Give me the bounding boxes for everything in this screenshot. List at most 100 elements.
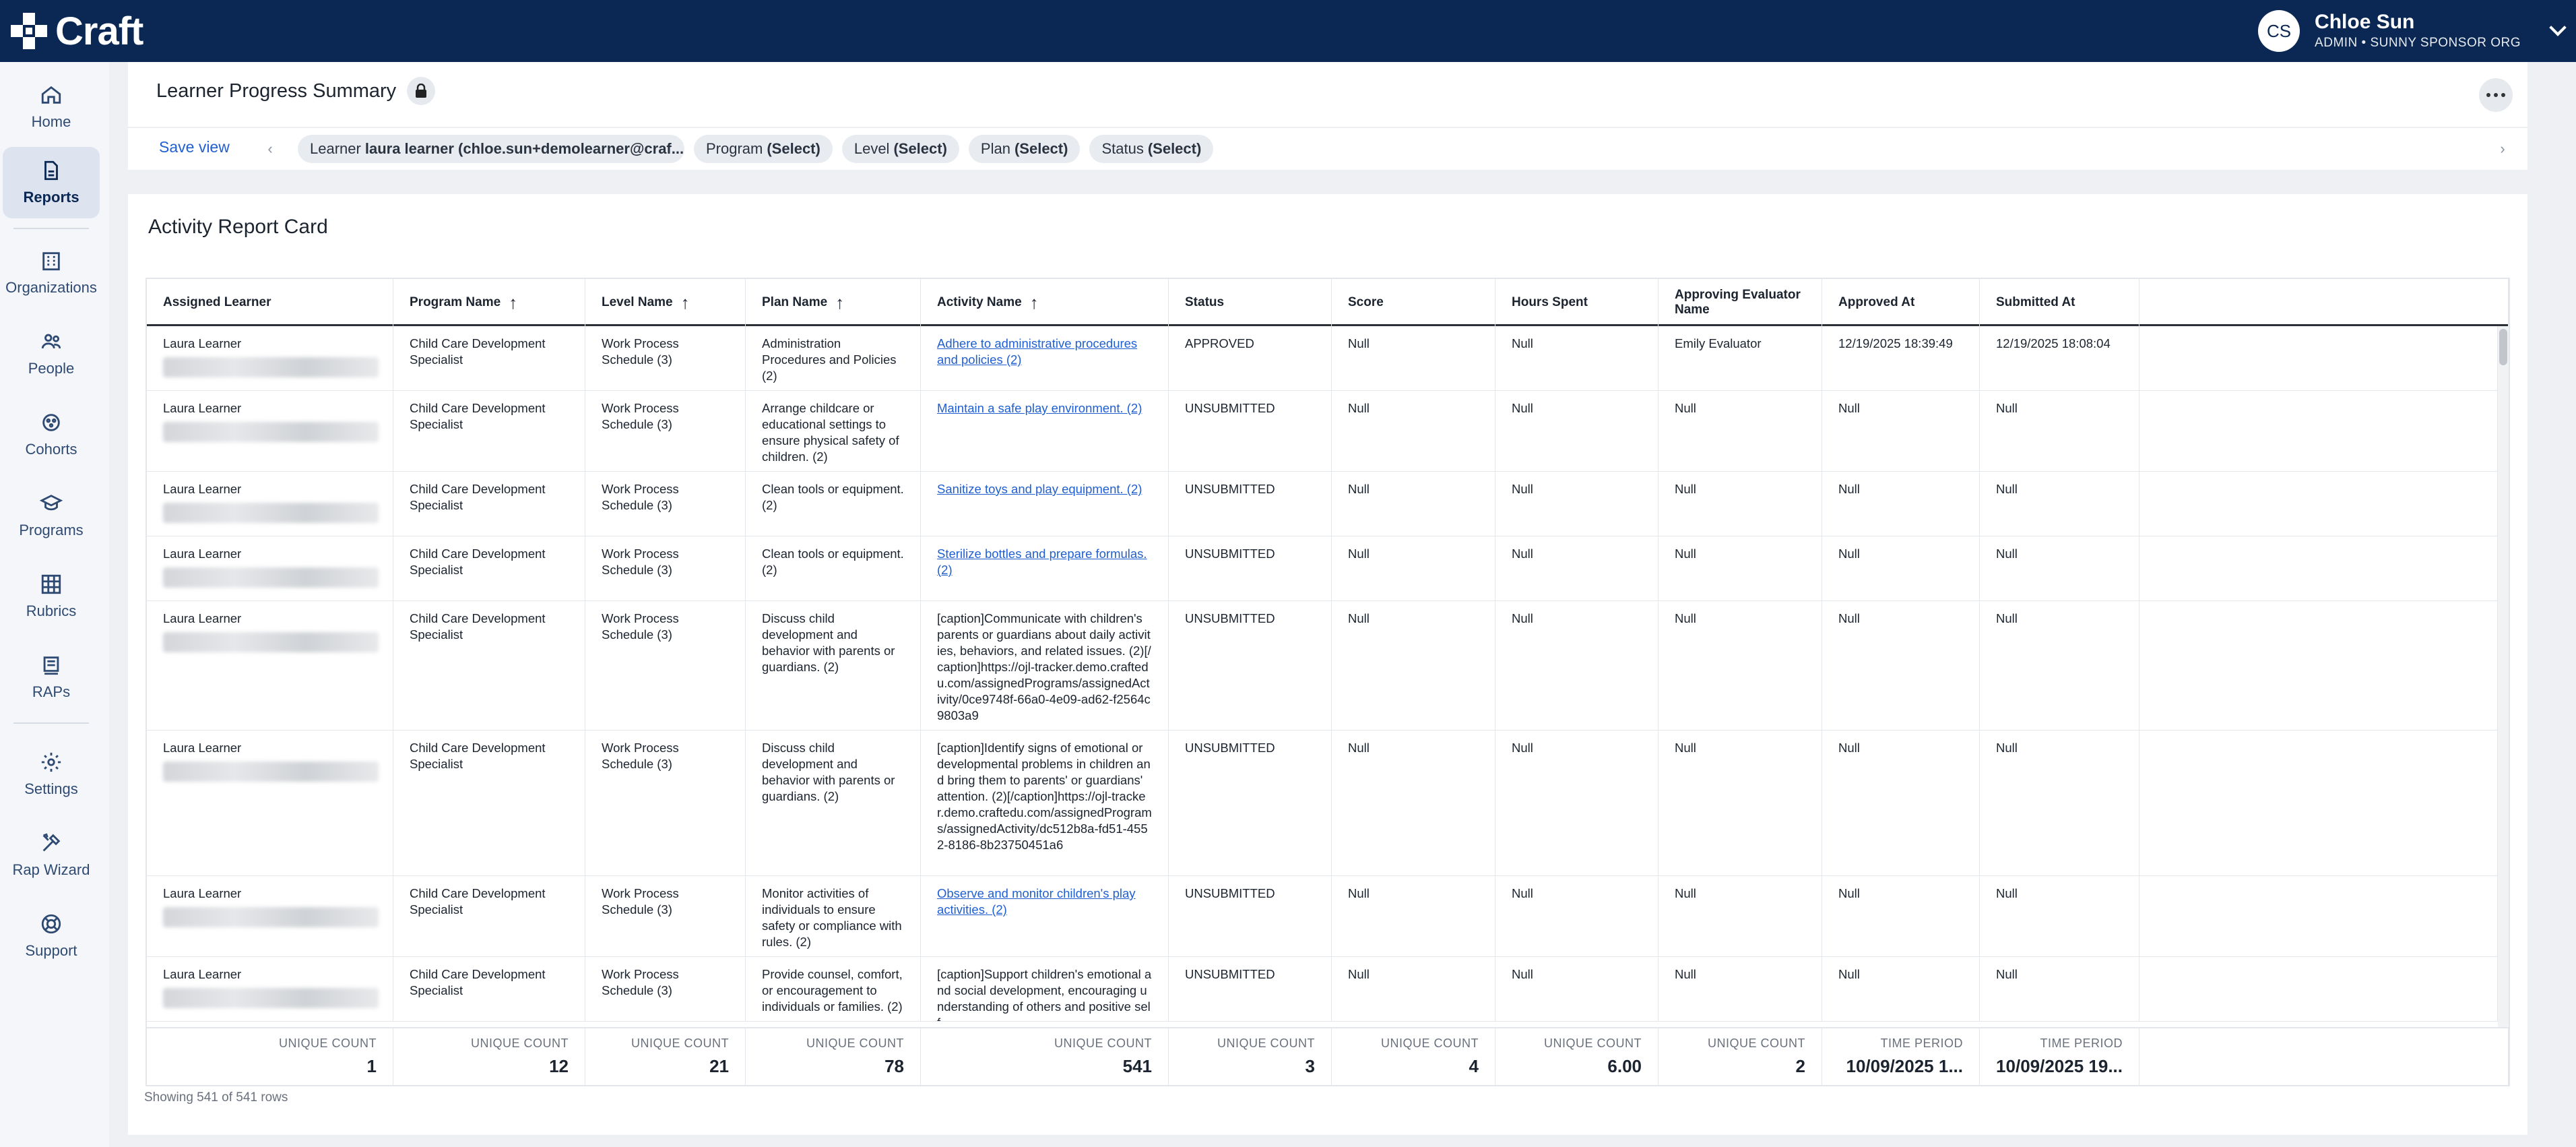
column-header[interactable]: Level Name ↑: [585, 279, 746, 326]
table-row[interactable]: Laura Learner Child Care Development Spec…: [147, 957, 2498, 1022]
activity-link[interactable]: Maintain a safe play environment. (2): [937, 401, 1142, 415]
activity-link[interactable]: Adhere to administrative procedures and …: [937, 336, 1138, 367]
column-header-label: Submitted At: [1996, 295, 2075, 309]
craft-logo[interactable]: Craft: [9, 9, 143, 53]
table-cell-plan: Provide counsel, comfort, or encourageme…: [746, 957, 921, 1021]
table-row[interactable]: Laura Learner Child Care Development Spec…: [147, 536, 2498, 601]
table-cell-level: Work Process Schedule (3): [585, 601, 746, 730]
vertical-scrollbar[interactable]: [2498, 326, 2509, 1027]
table-cell-score: Null: [1332, 957, 1495, 1021]
document-icon: [43, 656, 59, 675]
column-header-label: Level Name: [602, 295, 673, 309]
table-cell-status: UNSUBMITTED: [1169, 876, 1332, 956]
cell-text: UNSUBMITTED: [1185, 967, 1275, 981]
column-header[interactable]: Hours Spent: [1495, 279, 1659, 326]
chevron-left-icon[interactable]: ‹: [267, 140, 273, 157]
table-cell-approved: Null: [1822, 876, 1980, 956]
chevron-right-icon[interactable]: ›: [2500, 140, 2505, 157]
table-cell-score: Null: [1332, 472, 1495, 536]
table-cell-evaluator: Null: [1659, 472, 1822, 536]
column-header[interactable]: Approved At: [1822, 279, 1980, 326]
sidebar-item-label: Home: [31, 113, 71, 130]
sidebar-item-raps[interactable]: RAPs: [3, 642, 100, 713]
sidebar-item-organizations[interactable]: Organizations: [3, 237, 100, 309]
footer-aggregate: UNIQUE COUNT 3: [1169, 1028, 1332, 1086]
scrollbar-thumb[interactable]: [2499, 329, 2507, 365]
activity-link[interactable]: Sterilize bottles and prepare formulas. …: [937, 547, 1147, 577]
table-cell-status: UNSUBMITTED: [1169, 601, 1332, 730]
cell-text: Null: [1675, 547, 1696, 561]
table-row[interactable]: Laura Learner Child Care Development Spec…: [147, 731, 2498, 876]
sidebar-item-home[interactable]: Home: [3, 71, 100, 143]
user-menu[interactable]: CS Chloe Sun ADMIN • SUNNY SPONSOR ORG: [2258, 5, 2567, 57]
footer-aggregate: TIME PERIOD 10/09/2025 1...: [1822, 1028, 1980, 1086]
table-cell-submitted: 12/19/2025 18:08:04: [1980, 326, 2139, 390]
column-header[interactable]: Program Name ↑: [393, 279, 585, 326]
column-header[interactable]: Approving Evaluator Name: [1659, 279, 1822, 326]
filter-chip-status[interactable]: Status (Select): [1089, 135, 1214, 163]
cell-text: Child Care Development Specialist: [410, 336, 546, 367]
table-row[interactable]: Laura Learner Child Care Development Spec…: [147, 472, 2498, 536]
table-row[interactable]: Laura Learner Child Care Development Spec…: [147, 876, 2498, 957]
activity-link[interactable]: Observe and monitor children's play acti…: [937, 886, 1136, 917]
chevron-down-icon[interactable]: [2549, 19, 2567, 36]
sidebar-item-rap-wizard[interactable]: Rap Wizard: [3, 819, 100, 891]
sidebar-item-cohorts[interactable]: Cohorts: [3, 399, 100, 470]
cell-text: Null: [1512, 886, 1533, 900]
table-cell-learner: Laura Learner: [147, 957, 393, 1021]
aggregate-label: UNIQUE COUNT: [279, 1036, 377, 1050]
cell-text: Laura Learner: [163, 967, 242, 981]
column-header[interactable]: Score: [1332, 279, 1495, 326]
table-cell-status: UNSUBMITTED: [1169, 731, 1332, 875]
column-header: [2139, 279, 2509, 326]
page-title: Learner Progress Summary: [156, 80, 397, 102]
filter-chip-plan[interactable]: Plan (Select): [968, 135, 1081, 163]
filter-chip-program[interactable]: Program (Select): [694, 135, 833, 163]
table-row[interactable]: Laura Learner Child Care Development Spec…: [147, 326, 2498, 391]
activity-link[interactable]: Sanitize toys and play equipment. (2): [937, 482, 1142, 496]
sidebar-item-label: Rubrics: [26, 602, 77, 619]
sort-arrow-icon[interactable]: ↑: [509, 292, 518, 313]
cell-text: Null: [1675, 967, 1696, 981]
sort-arrow-icon[interactable]: ↑: [835, 292, 845, 313]
column-header[interactable]: Assigned Learner: [147, 279, 393, 326]
sidebar-item-people[interactable]: People: [3, 318, 100, 390]
avatar: CS: [2258, 10, 2300, 52]
table-cell-learner: Laura Learner: [147, 472, 393, 536]
table-cell-hours: Null: [1495, 391, 1659, 471]
table-cell-program: Child Care Development Specialist: [393, 536, 585, 600]
sidebar-item-programs[interactable]: Programs: [3, 480, 100, 551]
sidebar-item-label: Organizations: [5, 279, 97, 296]
sidebar-item-reports[interactable]: Reports: [3, 147, 100, 218]
sidebar-item-settings[interactable]: Settings: [3, 739, 100, 810]
column-header[interactable]: Status: [1169, 279, 1332, 326]
aggregate-value: 3: [1305, 1056, 1315, 1076]
cell-text: Null: [1512, 611, 1533, 625]
sort-arrow-icon[interactable]: ↑: [680, 292, 690, 313]
sidebar-item-rubrics[interactable]: Rubrics: [3, 561, 100, 632]
save-view-button[interactable]: Save view: [159, 138, 230, 156]
table-cell-evaluator: Null: [1659, 876, 1822, 956]
cell-text: Work Process Schedule (3): [602, 886, 679, 917]
user-role: ADMIN • SUNNY SPONSOR ORG: [2315, 36, 2521, 50]
cell-text: Laura Learner: [163, 611, 242, 625]
table-cell-submitted: Null: [1980, 876, 2139, 956]
aggregate-label: TIME PERIOD: [1880, 1036, 1963, 1050]
cell-text: Work Process Schedule (3): [602, 547, 679, 577]
cell-text: UNSUBMITTED: [1185, 886, 1275, 900]
more-options-button[interactable]: [2479, 78, 2513, 112]
sort-arrow-icon[interactable]: ↑: [1029, 292, 1039, 313]
filter-chip-level[interactable]: Level (Select): [841, 135, 959, 163]
cell-text: Clean tools or equipment. (2): [762, 482, 904, 512]
table-row[interactable]: Laura Learner Child Care Development Spec…: [147, 391, 2498, 472]
table-cell-learner: Laura Learner: [147, 601, 393, 730]
column-header[interactable]: Plan Name ↑: [746, 279, 921, 326]
table-row[interactable]: Laura Learner Child Care Development Spec…: [147, 601, 2498, 731]
cell-text: Null: [1348, 336, 1370, 350]
lock-icon[interactable]: [407, 77, 436, 105]
aggregate-label: UNIQUE COUNT: [471, 1036, 569, 1050]
sidebar-item-support[interactable]: Support: [3, 900, 100, 972]
column-header[interactable]: Submitted At: [1980, 279, 2139, 326]
column-header[interactable]: Activity Name ↑: [921, 279, 1169, 326]
filter-chip-learner[interactable]: Learner laura learner (chloe.sun+demolear…: [298, 135, 684, 163]
